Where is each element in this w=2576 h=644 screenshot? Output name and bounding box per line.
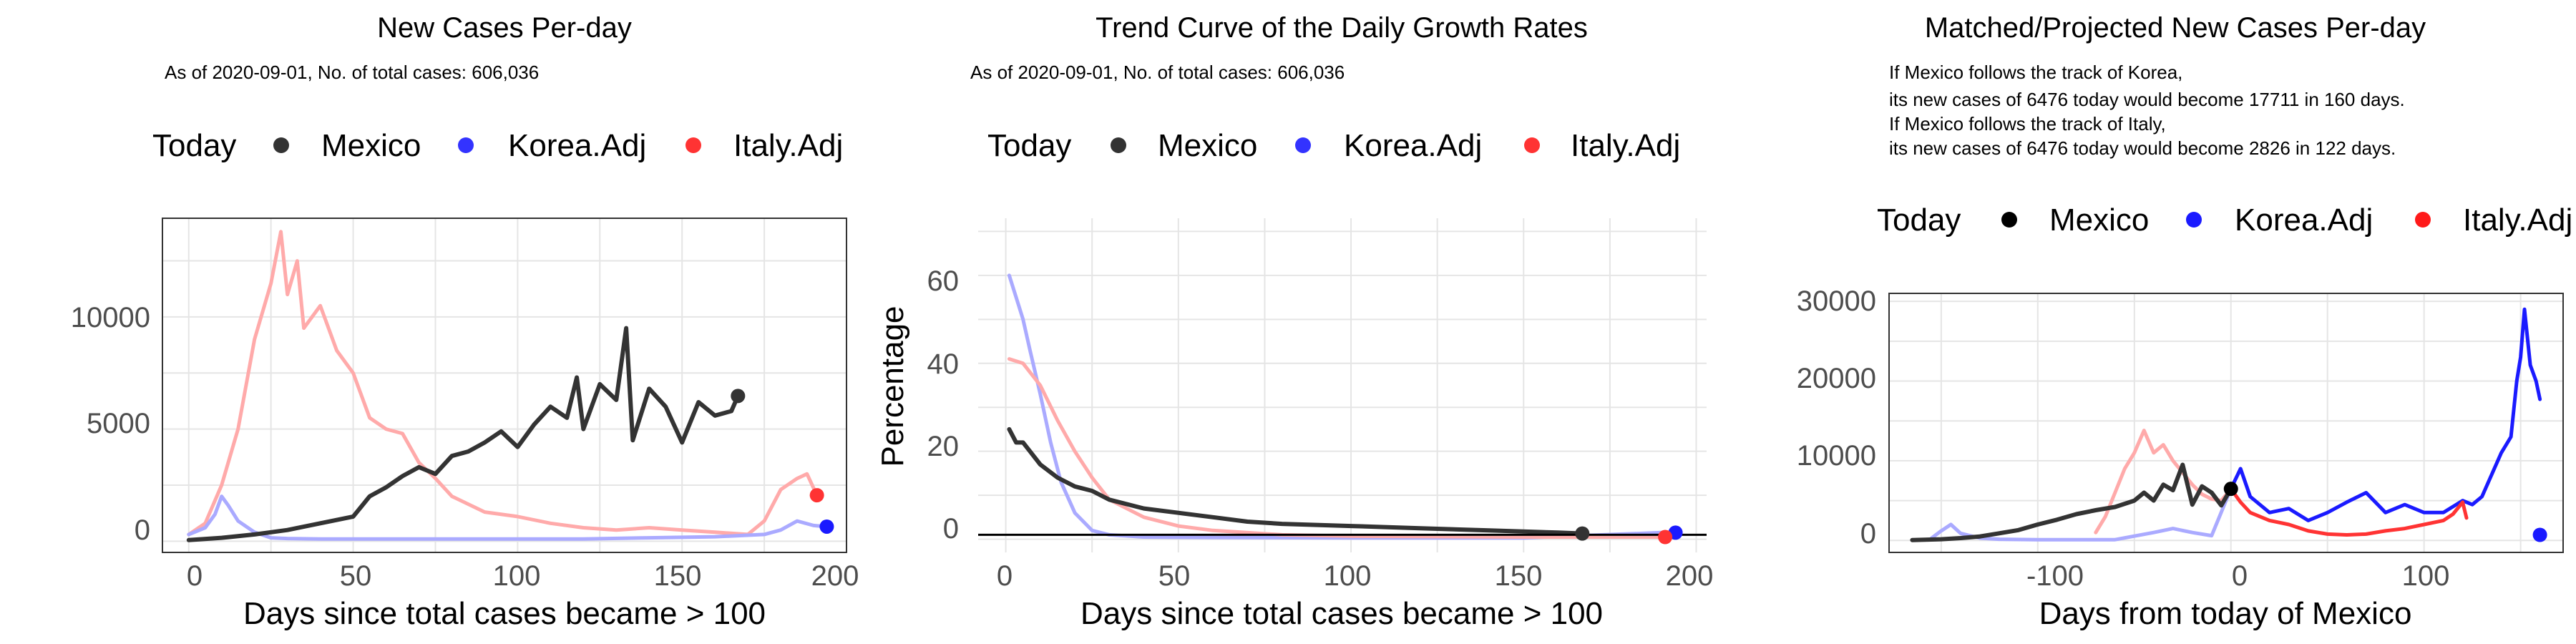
panel2-legend-korea-swatch [1295, 137, 1311, 153]
panel3-legend-today-label: Today [1877, 203, 1961, 238]
panel1-title: New Cases Per-day [377, 12, 632, 44]
panel1-y-tick: 5000 [87, 408, 150, 439]
panel1-legend-mexico-label: Mexico [321, 128, 421, 163]
panel1-legend-today-label: Today [152, 128, 236, 163]
panel3-note-line: If Mexico follows the track of Korea, [1889, 62, 2182, 83]
panel1-legend-italy-label: Italy.Adj [733, 128, 843, 163]
panel1-y-tick: 0 [135, 514, 150, 546]
panel1-x-tick: 200 [811, 560, 859, 592]
panel2-x-tick: 0 [997, 560, 1013, 592]
panel3-legend-mexico-swatch [2001, 212, 2017, 228]
panel2-x-tick: 150 [1495, 560, 1543, 592]
panel3-note-line: its new cases of 6476 today would become… [1889, 89, 2405, 110]
panel3-y-axis: 0 10000 20000 30000 [1797, 286, 1876, 550]
panel2-today-italy-point [1658, 530, 1673, 545]
panel3-line-mexico [1910, 462, 2233, 542]
panel3-legend-italy-label: Italy.Adj [2463, 203, 2572, 238]
panel3-y-tick: 20000 [1797, 363, 1876, 394]
panel2-legend-italy-label: Italy.Adj [1571, 128, 1680, 163]
panel2-legend-korea-label: Korea.Adj [1344, 128, 1482, 163]
panel2-y-tick: 20 [927, 431, 960, 462]
panel2-x-tick: 100 [1324, 560, 1372, 592]
panel2-gridlines [978, 218, 1707, 552]
panel3-plot-area [1888, 293, 2564, 553]
panel2-today-mexico-point [1575, 526, 1590, 541]
panel2-legend-italy-swatch [1524, 137, 1540, 153]
panel1-today-korea-point [819, 519, 834, 534]
panel1-legend-italy-swatch [686, 137, 701, 153]
panel3-line-italy-matched [2094, 429, 2233, 535]
panel3-line-korea-matched [1929, 487, 2233, 542]
panel1-legend-korea-swatch [458, 137, 474, 153]
panel2-x-axis: 0 50 100 150 200 Days since total cases … [997, 560, 1714, 631]
panel3-x-axis-title: Days from today of Mexico [2039, 596, 2412, 631]
panel3-legend-italy-swatch [2415, 212, 2431, 228]
panel1-line-korea [187, 494, 829, 541]
panel2-series [978, 273, 1707, 545]
panel3-line-korea-projected [2229, 307, 2542, 522]
panel1-y-tick: 10000 [71, 302, 150, 333]
panel-growth-rates: Trend Curve of the Daily Growth Rates As… [875, 12, 1713, 631]
panel3-today-korea-point [2532, 527, 2547, 542]
panel2-legend: Today Mexico Korea.Adj Italy.Adj [987, 128, 1680, 163]
panel-projected: Matched/Projected New Cases Per-day If M… [1797, 12, 2572, 631]
panel2-line-mexico [1007, 426, 1585, 536]
panel1-line-mexico [186, 326, 741, 542]
panel3-note-line: If Mexico follows the track of Italy, [1889, 113, 2166, 135]
panel2-line-italy [1007, 357, 1667, 539]
panel1-subtitle: As of 2020-09-01, No. of total cases: 60… [165, 62, 539, 83]
panel3-x-tick: -100 [2026, 560, 2084, 592]
panel2-subtitle: As of 2020-09-01, No. of total cases: 60… [970, 62, 1345, 83]
panel1-y-axis: 0 5000 10000 [71, 302, 150, 546]
panel3-y-tick: 30000 [1797, 286, 1876, 317]
panel2-legend-today-label: Today [987, 128, 1071, 163]
panel3-y-tick: 10000 [1797, 440, 1876, 472]
panel1-today-mexico-point [731, 389, 746, 404]
panel1-series [186, 230, 834, 542]
panel2-y-axis-title: Percentage [875, 306, 910, 467]
panel3-x-tick: 100 [2402, 560, 2450, 592]
panel3-x-tick: 0 [2232, 560, 2248, 592]
panel3-note-line: its new cases of 6476 today would become… [1889, 137, 2396, 159]
panel2-y-axis: 0 20 40 60 [927, 265, 960, 545]
panel2-legend-mexico-label: Mexico [1158, 128, 1257, 163]
panel1-x-tick: 0 [187, 560, 203, 592]
panel2-plot-area [978, 218, 1707, 552]
panel3-title: Matched/Projected New Cases Per-day [1925, 12, 2426, 44]
panel1-x-axis-title: Days since total cases became > 100 [243, 596, 766, 631]
panel3-today-mexico-point [2223, 482, 2238, 497]
panel2-x-tick: 50 [1158, 560, 1191, 592]
panel2-y-tick: 60 [927, 265, 960, 297]
panel2-legend-mexico-swatch [1111, 137, 1126, 153]
panel1-x-tick: 150 [654, 560, 702, 592]
panel3-legend-korea-swatch [2186, 212, 2202, 228]
panel1-today-italy-point [809, 488, 824, 503]
panel2-x-tick: 200 [1666, 560, 1714, 592]
panel1-line-italy [187, 230, 819, 537]
panel3-frame [1888, 293, 2564, 553]
panel3-x-axis: -100 0 100 Days from today of Mexico [2026, 560, 2449, 631]
panel1-x-tick: 100 [493, 560, 541, 592]
panel1-legend-korea-label: Korea.Adj [508, 128, 646, 163]
panel1-x-tick: 50 [340, 560, 372, 592]
panel1-legend-mexico-swatch [273, 137, 289, 153]
panel1-legend: Today Mexico Korea.Adj Italy.Adj [152, 128, 843, 163]
panel2-y-tick: 0 [943, 513, 959, 545]
panel-new-cases: New Cases Per-day As of 2020-09-01, No. … [71, 12, 859, 631]
panel3-legend-mexico-label: Mexico [2049, 203, 2149, 238]
panel1-plot-area [162, 218, 847, 553]
panel3-line-italy-projected [2229, 487, 2469, 537]
panel3-series [1910, 307, 2547, 542]
panel2-x-axis-title: Days since total cases became > 100 [1080, 596, 1603, 631]
panel2-y-tick: 40 [927, 348, 960, 380]
panel1-frame [162, 218, 847, 553]
panel3-legend: Today Mexico Korea.Adj Italy.Adj [1877, 203, 2572, 238]
panel3-y-tick: 0 [1860, 518, 1876, 550]
panel2-title: Trend Curve of the Daily Growth Rates [1096, 12, 1588, 44]
panel1-x-axis: 0 50 100 150 200 Days since total cases … [187, 560, 859, 631]
panel3-legend-korea-label: Korea.Adj [2235, 203, 2373, 238]
